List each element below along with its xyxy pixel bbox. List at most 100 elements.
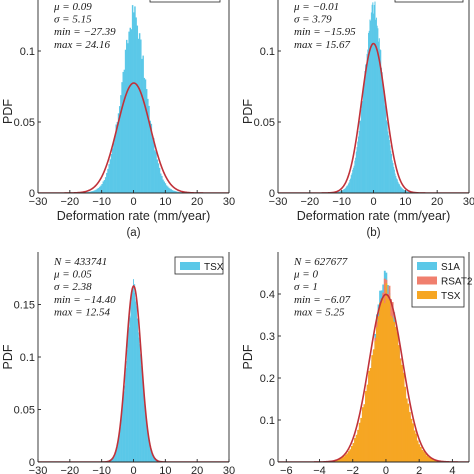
stat-line: max = 12.54 bbox=[54, 306, 110, 318]
histogram-bar bbox=[380, 298, 383, 462]
histogram-bar bbox=[175, 191, 177, 193]
histogram-bar bbox=[429, 457, 432, 462]
histogram-bar bbox=[178, 192, 181, 193]
histogram-bar bbox=[129, 27, 132, 193]
legend-swatch bbox=[417, 262, 437, 270]
histogram-bar bbox=[394, 173, 396, 193]
plot-area bbox=[38, 279, 229, 462]
histogram-bar bbox=[121, 410, 123, 462]
histogram-bar bbox=[362, 88, 365, 193]
histogram-bar bbox=[152, 453, 154, 462]
histogram-bar bbox=[345, 186, 347, 193]
legend-swatch bbox=[180, 262, 200, 270]
legend-label: RSAT2 bbox=[441, 277, 473, 288]
histogram-bar bbox=[150, 446, 152, 462]
histogram-bar bbox=[383, 303, 386, 462]
histogram-bar bbox=[391, 317, 394, 462]
legend-label: S1A bbox=[441, 262, 460, 273]
histogram-bar bbox=[122, 71, 124, 193]
histogram-bar bbox=[89, 191, 92, 193]
histogram-bar bbox=[162, 179, 164, 193]
histogram-bar bbox=[118, 106, 121, 193]
histogram-bar bbox=[125, 368, 127, 462]
histogram-bar bbox=[398, 184, 400, 193]
histogram-bar bbox=[430, 458, 433, 462]
histogram-bar bbox=[354, 160, 356, 193]
x-tick-label: −6 bbox=[280, 465, 293, 474]
histogram-bar bbox=[145, 417, 147, 462]
histogram-bar bbox=[134, 284, 136, 462]
histogram-bar bbox=[142, 381, 144, 462]
histogram-bar bbox=[115, 124, 117, 193]
histogram-bar bbox=[413, 430, 416, 462]
histogram-bar bbox=[157, 163, 160, 193]
histogram-bar bbox=[93, 190, 95, 193]
x-tick-label: 0 bbox=[130, 465, 136, 474]
histogram-bar bbox=[165, 185, 168, 193]
histogram-bar bbox=[131, 5, 134, 193]
histogram-bar bbox=[107, 168, 109, 193]
histogram-bar bbox=[106, 172, 108, 193]
stat-line: min = −27.39 bbox=[54, 26, 116, 38]
x-tick-label: −2 bbox=[346, 465, 359, 474]
x-tick-label: 20 bbox=[191, 196, 203, 208]
histogram-bar bbox=[125, 374, 126, 462]
histogram-bar bbox=[432, 459, 435, 462]
y-axis-title: PDF bbox=[1, 344, 15, 369]
y-tick-label: 0.15 bbox=[14, 300, 35, 312]
histogram-bar bbox=[412, 423, 414, 462]
histogram-bar bbox=[130, 29, 133, 193]
histogram-bar bbox=[394, 326, 397, 462]
histogram-bar bbox=[120, 95, 122, 193]
histogram-bar bbox=[129, 315, 131, 462]
x-tick-label: −10 bbox=[92, 196, 111, 208]
histogram-bar bbox=[163, 181, 165, 193]
histogram-bar bbox=[97, 187, 100, 193]
histogram-bar bbox=[149, 120, 151, 193]
histogram-bar bbox=[144, 79, 147, 193]
histogram-bar bbox=[368, 32, 370, 193]
histogram-bar bbox=[379, 49, 381, 193]
histogram-bar bbox=[415, 433, 418, 462]
stat-line: min = −14.40 bbox=[54, 294, 116, 306]
legend-swatch bbox=[417, 291, 437, 299]
histogram-bar bbox=[344, 188, 346, 193]
legend: TSX bbox=[174, 256, 224, 275]
histogram-bar bbox=[382, 297, 385, 462]
histogram-bar bbox=[376, 327, 378, 462]
histogram-bar bbox=[145, 413, 147, 462]
histogram-bar bbox=[338, 459, 341, 462]
histogram-bar bbox=[347, 451, 350, 462]
x-tick-label: 20 bbox=[191, 465, 203, 474]
x-tick-label: −20 bbox=[60, 465, 79, 474]
histogram-bar bbox=[135, 17, 137, 193]
histogram-bar bbox=[144, 403, 145, 462]
histogram-bar bbox=[385, 120, 388, 193]
y-axis-title: PDF bbox=[241, 344, 255, 369]
histogram-bar bbox=[388, 135, 390, 193]
stat-line: max = 15.67 bbox=[294, 39, 350, 51]
histogram-bar bbox=[94, 190, 96, 193]
chart-panel-3: −30 −20 −10 0 10 20 30 0 0.05 0.1 0.15 PDF N = 43374… bbox=[1, 252, 235, 474]
histogram-bar bbox=[114, 135, 116, 193]
histogram-bar bbox=[354, 438, 356, 462]
histogram-bar bbox=[117, 441, 119, 462]
histogram-bar bbox=[389, 145, 391, 193]
histogram-bar bbox=[88, 191, 90, 193]
histogram-bar bbox=[346, 185, 348, 193]
plot-area bbox=[278, 270, 469, 462]
histogram-bar bbox=[360, 120, 362, 193]
histogram-bar bbox=[378, 38, 380, 193]
y-tick-label: 0.1 bbox=[20, 46, 35, 58]
histogram-bar bbox=[137, 38, 140, 193]
normal-fit-curve bbox=[278, 293, 469, 462]
histogram-bar bbox=[339, 458, 342, 462]
stat-line: max = 5.25 bbox=[294, 306, 345, 318]
histogram-bar bbox=[136, 318, 138, 462]
histogram-bar bbox=[149, 444, 151, 462]
histogram-bar bbox=[355, 151, 357, 193]
histogram-bar bbox=[352, 443, 355, 462]
y-tick-label: 0.1 bbox=[20, 352, 35, 364]
x-tick-label: 2 bbox=[416, 465, 422, 474]
histogram-bar bbox=[419, 446, 422, 462]
